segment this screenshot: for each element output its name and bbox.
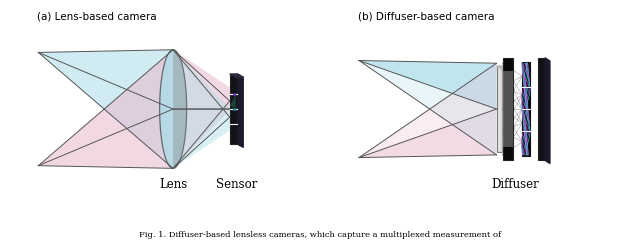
- Polygon shape: [497, 66, 508, 69]
- Bar: [538, 58, 545, 160]
- Polygon shape: [159, 50, 187, 168]
- Bar: [230, 74, 237, 144]
- Polygon shape: [359, 60, 497, 155]
- Polygon shape: [38, 50, 173, 168]
- Polygon shape: [359, 109, 497, 158]
- Bar: [497, 66, 502, 152]
- Polygon shape: [230, 94, 236, 108]
- Polygon shape: [545, 58, 550, 163]
- Text: Diffuser: Diffuser: [492, 178, 540, 191]
- Polygon shape: [359, 60, 497, 109]
- Polygon shape: [359, 60, 497, 109]
- Polygon shape: [173, 50, 230, 168]
- Polygon shape: [230, 74, 243, 77]
- FancyBboxPatch shape: [344, 0, 617, 219]
- Polygon shape: [173, 50, 230, 168]
- Bar: [503, 58, 513, 160]
- FancyBboxPatch shape: [23, 0, 296, 219]
- Text: (b) Diffuser-based camera: (b) Diffuser-based camera: [358, 12, 494, 22]
- Text: Sensor: Sensor: [216, 178, 257, 191]
- Polygon shape: [173, 50, 187, 168]
- Polygon shape: [237, 74, 243, 147]
- Text: Fig. 1. Diffuser-based lensless cameras, which capture a multiplexed measurement: Fig. 1. Diffuser-based lensless cameras,…: [139, 231, 501, 239]
- Polygon shape: [359, 63, 497, 158]
- Bar: [503, 71, 513, 147]
- Polygon shape: [38, 50, 173, 168]
- Bar: [522, 62, 530, 156]
- Text: (a) Lens-based camera: (a) Lens-based camera: [37, 12, 157, 22]
- Text: Lens: Lens: [159, 178, 188, 191]
- Polygon shape: [502, 66, 508, 155]
